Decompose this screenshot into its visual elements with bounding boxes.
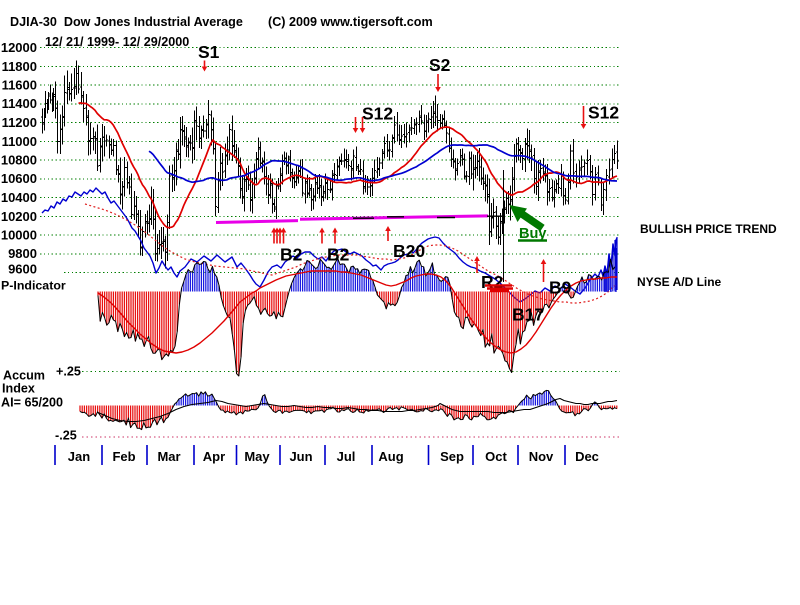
svg-text:11800: 11800 — [2, 59, 37, 74]
svg-text:11200: 11200 — [2, 115, 37, 130]
svg-text:Dec: Dec — [575, 449, 599, 464]
svg-text:10800: 10800 — [1, 153, 37, 168]
svg-text:(C) 2009 www.tigersoft.com: (C) 2009 www.tigersoft.com — [268, 15, 433, 29]
svg-text:Mar: Mar — [157, 449, 180, 464]
svg-text:B9: B9 — [549, 278, 572, 298]
svg-text:Accum: Accum — [3, 369, 45, 383]
svg-text:B17: B17 — [512, 305, 544, 325]
svg-text:AI= 65/200: AI= 65/200 — [1, 396, 63, 410]
svg-text:B2: B2 — [280, 245, 303, 265]
svg-text:12/ 21/ 1999- 12/ 29/2000: 12/ 21/ 1999- 12/ 29/2000 — [45, 35, 189, 49]
svg-text:Jul: Jul — [337, 449, 356, 464]
svg-text:9800: 9800 — [8, 246, 37, 261]
svg-text:May: May — [244, 449, 270, 464]
svg-text:Buy: Buy — [519, 226, 546, 242]
svg-text:10200: 10200 — [1, 209, 37, 224]
svg-text:10000: 10000 — [1, 228, 37, 243]
svg-text:9600: 9600 — [8, 262, 37, 277]
svg-text:-.25: -.25 — [55, 429, 77, 443]
svg-text:11400: 11400 — [2, 96, 37, 111]
svg-text:R2: R2 — [481, 272, 504, 292]
svg-text:DJIA-30 Dow Jones Industrial: DJIA-30 Dow Jones Industrial Average — [10, 15, 243, 29]
svg-text:Sep: Sep — [440, 449, 464, 464]
svg-text:11600: 11600 — [2, 78, 37, 93]
svg-text:S12: S12 — [588, 103, 619, 123]
svg-text:Nov: Nov — [529, 449, 554, 464]
svg-text:P-Indicator: P-Indicator — [1, 279, 66, 293]
svg-text:S12: S12 — [362, 104, 393, 124]
svg-text:B20: B20 — [393, 241, 425, 261]
svg-text:NYSE A/D Line: NYSE A/D Line — [637, 275, 722, 289]
svg-text:11000: 11000 — [2, 134, 37, 149]
svg-text:S1: S1 — [198, 42, 220, 62]
svg-text:Apr: Apr — [203, 449, 225, 464]
svg-text:Jan: Jan — [68, 449, 90, 464]
svg-text:Oct: Oct — [485, 449, 507, 464]
svg-text:Feb: Feb — [112, 449, 135, 464]
svg-text:Jun: Jun — [289, 449, 312, 464]
svg-text:12000: 12000 — [1, 40, 37, 55]
svg-text:BULLISH PRICE TREND: BULLISH PRICE TREND — [640, 222, 777, 236]
svg-text:10600: 10600 — [1, 171, 37, 186]
svg-text:B2: B2 — [327, 245, 350, 265]
svg-text:Aug: Aug — [378, 449, 403, 464]
svg-text:S2: S2 — [429, 55, 451, 75]
svg-text:10400: 10400 — [1, 190, 37, 205]
svg-text:+.25: +.25 — [56, 365, 81, 379]
svg-text:Index: Index — [2, 382, 35, 396]
